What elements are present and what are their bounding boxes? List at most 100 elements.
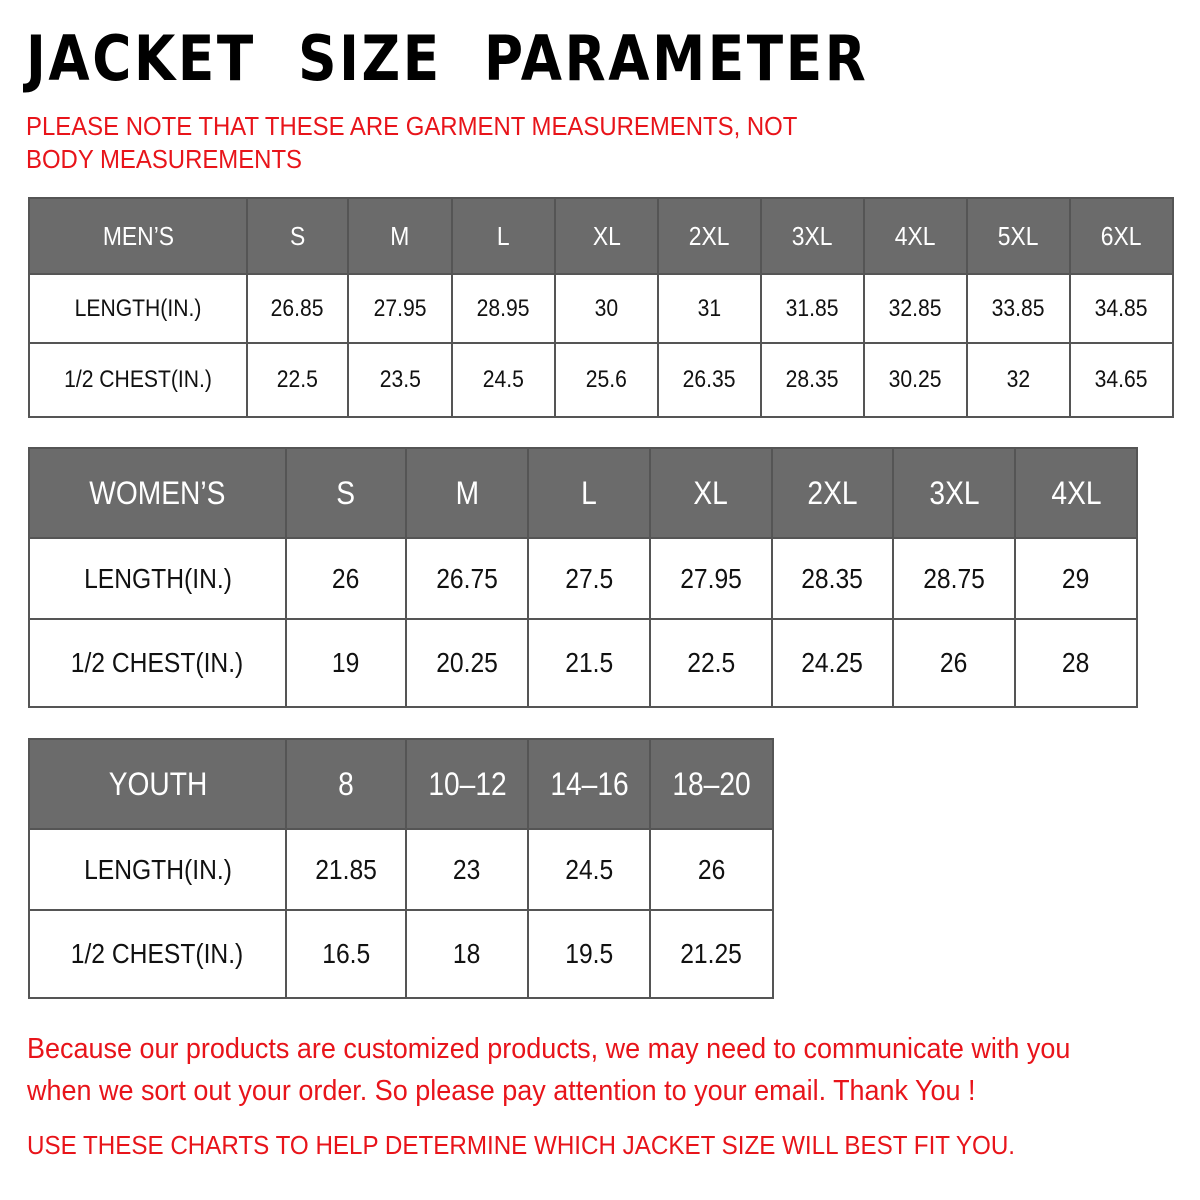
cell-text: 29 xyxy=(1062,562,1090,594)
table-row: 1/2 CHEST(IN.) 19 20.25 21.5 22.5 24.25 26 28 xyxy=(28,618,1138,708)
measurement-label: 1/2 CHEST(IN.) xyxy=(28,342,248,418)
cell-text: XL xyxy=(592,220,621,251)
cell-text: 24.25 xyxy=(801,647,864,678)
cell-text: 14–16 xyxy=(549,765,629,802)
cell-text: LENGTH(IN.) xyxy=(83,853,232,885)
cell-text: YOUTH xyxy=(108,765,207,802)
measurement-value: 30.25 xyxy=(863,342,968,418)
measurement-label: LENGTH(IN.) xyxy=(28,537,287,620)
measurement-value: 23 xyxy=(405,828,529,911)
cell-text: 28.35 xyxy=(801,562,864,594)
measurement-value: 25.6 xyxy=(554,342,659,418)
cell-text: 26 xyxy=(940,647,968,678)
cell-text: S xyxy=(289,220,306,251)
measurement-value: 34.65 xyxy=(1069,342,1174,418)
category-header: WOMEN’S xyxy=(28,447,287,539)
measurement-value: 28.35 xyxy=(771,537,894,620)
size-chart-footer: USE THESE CHARTS TO HELP DETERMINE WHICH… xyxy=(27,1130,1016,1160)
cell-text: 24.5 xyxy=(565,853,613,885)
cell-text: 26.75 xyxy=(436,562,498,594)
category-header: YOUTH xyxy=(28,738,287,830)
measurement-value: 26.85 xyxy=(246,273,349,344)
garment-measurement-note: PLEASE NOTE THAT THESE ARE GARMENT MEASU… xyxy=(26,111,797,174)
cell-text: 26 xyxy=(697,853,726,885)
cell-text: 34.85 xyxy=(1095,294,1148,322)
measurement-value: 28.35 xyxy=(760,342,865,418)
cell-text: 1/2 CHEST(IN.) xyxy=(64,366,212,393)
cell-text: 30.25 xyxy=(889,366,942,393)
measurement-value: 16.5 xyxy=(285,909,407,999)
measurement-value: 32.85 xyxy=(863,273,968,344)
cell-text: 28.95 xyxy=(477,294,530,322)
size-header: 14–16 xyxy=(527,738,651,830)
cell-text: M xyxy=(390,220,410,251)
header-row: WOMEN’S S M L XL 2XL 3XL 4XL xyxy=(28,447,1138,539)
cell-text: 28.75 xyxy=(923,562,985,594)
size-header: S xyxy=(246,197,349,275)
cell-text: 21.25 xyxy=(680,938,743,969)
size-header: 6XL xyxy=(1069,197,1174,275)
cell-text: 21.85 xyxy=(315,853,377,885)
measurement-value: 26 xyxy=(285,537,407,620)
size-header: 4XL xyxy=(1014,447,1138,539)
cell-text: 4XL xyxy=(895,220,936,251)
cell-text: 23.5 xyxy=(379,366,421,393)
measurement-value: 28.95 xyxy=(451,273,556,344)
cell-text: 6XL xyxy=(1101,220,1142,251)
table-row: 1/2 CHEST(IN.) 16.5 18 19.5 21.25 xyxy=(28,909,774,999)
measurement-value: 19 xyxy=(285,618,407,708)
measurement-value: 29 xyxy=(1014,537,1138,620)
cell-text: 31 xyxy=(697,294,722,322)
size-header: 4XL xyxy=(863,197,968,275)
measurement-label: 1/2 CHEST(IN.) xyxy=(28,618,287,708)
table-row: LENGTH(IN.) 21.85 23 24.5 26 xyxy=(28,828,774,911)
cell-text: 2XL xyxy=(807,474,858,511)
measurement-value: 27.95 xyxy=(347,273,453,344)
cell-text: S xyxy=(336,474,356,511)
cell-text: L xyxy=(497,220,510,251)
table-row: LENGTH(IN.) 26 26.75 27.5 27.95 28.35 28.75 29 xyxy=(28,537,1138,620)
mens-size-table: MEN’S S M L XL 2XL 3XL 4XL 5XL 6XL LENGTH(IN.) 26.8… xyxy=(28,197,1174,418)
cell-text: 2XL xyxy=(689,220,730,251)
cell-text: 5XL xyxy=(998,220,1039,251)
womens-size-table: WOMEN’S S M L XL 2XL 3XL 4XL LENGTH(IN.) 26 26.75 2… xyxy=(28,447,1138,708)
cell-text: 18 xyxy=(453,938,481,969)
size-header: 2XL xyxy=(771,447,894,539)
cell-text: 18–20 xyxy=(672,765,751,802)
measurement-value: 21.5 xyxy=(527,618,651,708)
cell-text: 3XL xyxy=(792,220,833,251)
table-row: LENGTH(IN.) 26.85 27.95 28.95 30 31 31.85 32.85… xyxy=(28,273,1174,344)
measurement-value: 30 xyxy=(554,273,659,344)
cell-text: 30 xyxy=(594,294,619,322)
measurement-value: 22.5 xyxy=(649,618,773,708)
measurement-value: 24.5 xyxy=(527,828,651,911)
cell-text: 32 xyxy=(1006,366,1031,393)
cell-text: 27.5 xyxy=(565,562,613,594)
measurement-value: 20.25 xyxy=(405,618,529,708)
size-header: 5XL xyxy=(966,197,1071,275)
size-header: 3XL xyxy=(892,447,1016,539)
size-header: 3XL xyxy=(760,197,865,275)
cell-text: 3XL xyxy=(928,474,980,511)
cell-text: 4XL xyxy=(1050,474,1102,511)
measurement-value: 19.5 xyxy=(527,909,651,999)
measurement-value: 24.5 xyxy=(451,342,556,418)
measurement-value: 26 xyxy=(649,828,774,911)
measurement-label: 1/2 CHEST(IN.) xyxy=(28,909,287,999)
size-header: 18–20 xyxy=(649,738,774,830)
measurement-value: 26 xyxy=(892,618,1016,708)
size-header: 2XL xyxy=(657,197,762,275)
cell-text: 1/2 CHEST(IN.) xyxy=(71,938,244,969)
cell-text: 31.85 xyxy=(786,294,839,322)
size-header: 10–12 xyxy=(405,738,529,830)
cell-text: 20.25 xyxy=(436,647,498,678)
category-header: MEN’S xyxy=(28,197,248,275)
measurement-value: 21.85 xyxy=(285,828,407,911)
cell-text: M xyxy=(455,474,479,511)
measurement-value: 33.85 xyxy=(966,273,1071,344)
size-header: XL xyxy=(649,447,773,539)
measurement-value: 21.25 xyxy=(649,909,774,999)
cell-text: 26.35 xyxy=(683,366,736,393)
measurement-value: 23.5 xyxy=(347,342,453,418)
customization-notice: Because our products are customized prod… xyxy=(27,1033,1071,1107)
